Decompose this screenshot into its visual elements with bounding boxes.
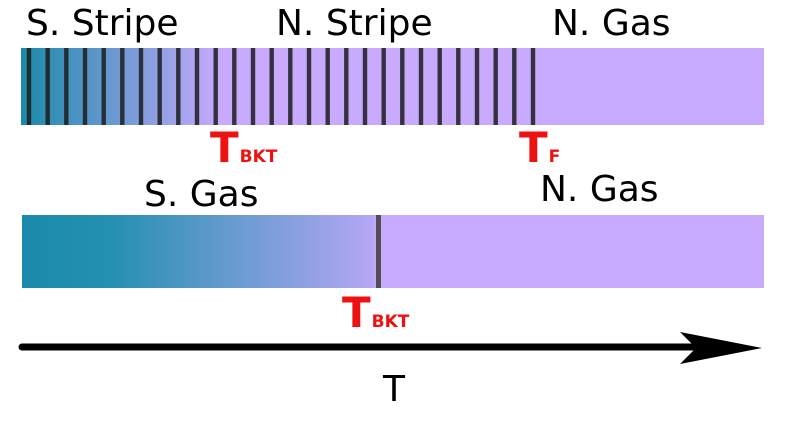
stripe xyxy=(288,48,293,125)
stripe xyxy=(418,48,424,125)
bottom-bar-fill xyxy=(22,215,764,288)
bottom-phase-bar xyxy=(22,215,764,288)
stripe xyxy=(362,48,368,125)
stripe xyxy=(194,48,200,125)
stripe xyxy=(325,48,330,125)
stripe xyxy=(530,48,536,125)
stripe xyxy=(82,48,88,125)
transition-label-tbkt-bottom: TBKT xyxy=(342,292,409,334)
stripe xyxy=(176,48,181,125)
stripe xyxy=(400,48,405,125)
stripe xyxy=(101,48,106,125)
stripe xyxy=(120,48,125,125)
stripe xyxy=(306,48,312,125)
transition-subscript: BKT xyxy=(239,147,278,167)
stripe xyxy=(26,48,32,125)
transition-symbol: T xyxy=(342,288,371,337)
phase-label-s-stripe: S. Stripe xyxy=(26,3,179,44)
phase-label-n-stripe: N. Stripe xyxy=(276,3,433,44)
stripe xyxy=(250,48,256,125)
stripe xyxy=(269,48,274,125)
stripe xyxy=(493,48,498,125)
stripe xyxy=(138,48,144,125)
stripe xyxy=(232,48,237,125)
stripe xyxy=(157,48,162,125)
transition-label-tf: TF xyxy=(519,127,560,169)
axis-arrowhead xyxy=(680,332,762,364)
bkt-boundary-line xyxy=(376,215,381,288)
stripe-pattern xyxy=(26,48,536,125)
stripe xyxy=(456,48,461,125)
axis-label: T xyxy=(383,369,405,410)
stripe xyxy=(45,48,50,125)
transition-symbol: T xyxy=(519,123,548,172)
stripe xyxy=(64,48,69,125)
transition-subscript: F xyxy=(548,147,561,167)
stripe xyxy=(344,48,349,125)
phase-label-s-gas: S. Gas xyxy=(144,174,259,215)
top-phase-bar xyxy=(21,48,764,125)
stripe xyxy=(213,48,218,125)
stripe xyxy=(474,48,480,125)
phase-label-n-gas-top: N. Gas xyxy=(552,3,671,44)
stripe xyxy=(437,48,442,125)
stripe xyxy=(512,48,517,125)
transition-subscript: BKT xyxy=(371,312,410,332)
stripe xyxy=(381,48,386,125)
transition-label-tbkt-top: TBKT xyxy=(210,127,277,169)
top-bar-fill xyxy=(21,48,764,125)
bottom-phase-bar-graphic xyxy=(22,215,764,288)
top-phase-bar-graphic xyxy=(21,48,764,125)
transition-symbol: T xyxy=(210,123,239,172)
phase-label-n-gas-bottom: N. Gas xyxy=(540,169,659,210)
